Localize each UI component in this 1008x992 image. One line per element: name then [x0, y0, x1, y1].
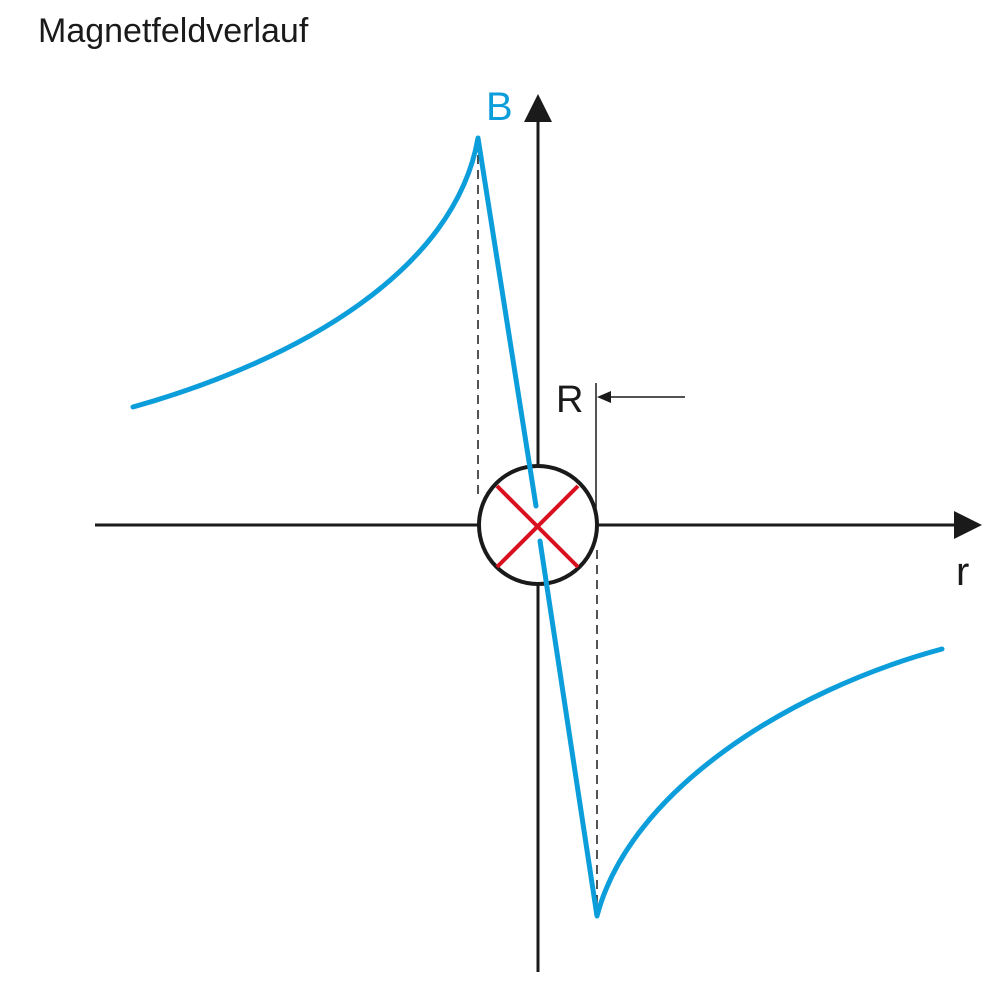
y-arrow — [524, 94, 552, 122]
conductor — [477, 464, 599, 586]
field-curve — [537, 538, 945, 919]
radius-label: R — [556, 379, 583, 421]
field-curve — [130, 135, 539, 509]
radius-arrowhead — [597, 391, 611, 403]
current-cross — [495, 484, 580, 569]
x-arrow — [954, 511, 982, 539]
x-axis-label: r — [956, 550, 969, 594]
y-axis-label: B — [486, 85, 513, 129]
title: Magnetfeldverlauf — [38, 12, 309, 50]
